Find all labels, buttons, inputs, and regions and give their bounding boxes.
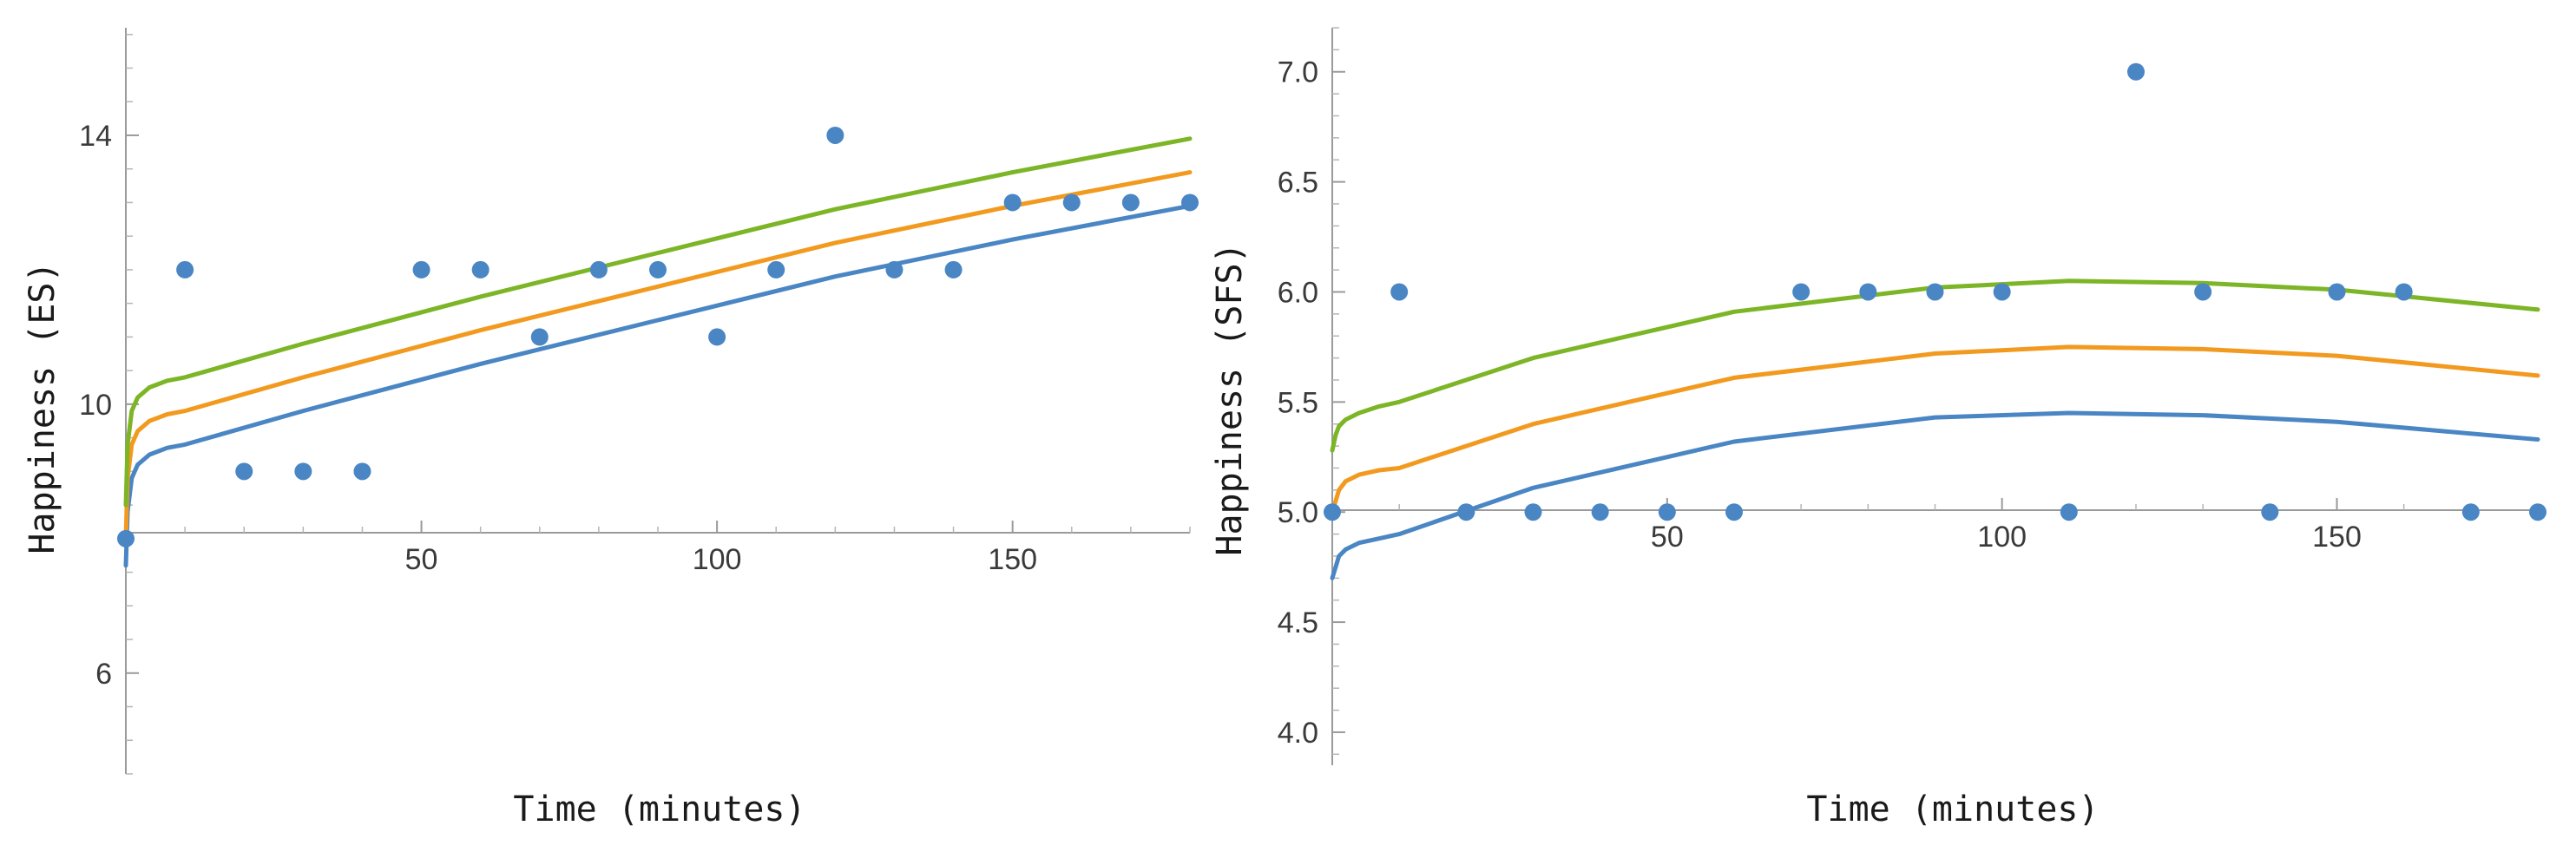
chart-2-x-tick-label: 150 [2312, 521, 2362, 554]
chart-1-fit-upper-line [123, 136, 1193, 508]
chart-2-y-tick-label: 7.0 [1278, 56, 1318, 89]
chart-2-data-point [1324, 503, 1341, 521]
chart-1-data-point [1181, 193, 1199, 212]
chart-1-y-tick-label: 6 [95, 658, 112, 691]
chart-2-y-tick-label: 5.0 [1278, 496, 1318, 529]
chart-1-data-point [117, 529, 135, 547]
chart-2-data-point [1859, 283, 1877, 301]
chart-1-data-point [1121, 193, 1140, 212]
chart-1-y-axis-title: Happiness (ES) [23, 261, 62, 554]
chart-1-data-point [1003, 193, 1022, 212]
chart-1-data-point [708, 328, 726, 346]
chart-2: 50 100 150 4.0 4.5 5.0 5.5 6.0 6.5 7.0 Time (minut… [1210, 27, 2546, 829]
chart-1-data-point [353, 462, 371, 481]
chart-2-data-point [2461, 503, 2480, 521]
chart-2-x-tick-label: 100 [1977, 521, 2027, 554]
chart-1-x-tick-label: 150 [988, 543, 1037, 576]
chart-2-data-point [1457, 503, 1475, 521]
chart-2-y-tick-label: 4.0 [1278, 717, 1318, 750]
chart-1-data-point [235, 462, 253, 481]
chart-2-y-tick-label: 6.5 [1278, 167, 1318, 200]
chart-1: 50 100 150 6 10 14 Time (minutes) Happiness (ES… [23, 28, 1199, 829]
chart-2-y-tick-label: 4.5 [1278, 606, 1318, 639]
chart-1-data-point [1062, 193, 1081, 212]
chart-2-fit-middle-line [1330, 344, 2540, 514]
chart-2-data-point [2328, 283, 2346, 301]
chart-1-x-axis-title: Time (minutes) [513, 790, 805, 829]
chart-1-fit-lower-line [123, 203, 1193, 568]
chart-1-data-point [530, 328, 549, 346]
chart-2-x-axis-title: Time (minutes) [1806, 790, 2099, 829]
chart-2-data-point [1792, 283, 1810, 301]
chart-2-data-point [1658, 503, 1676, 521]
chart-1-y-tick-label: 10 [79, 389, 112, 422]
chart-2-y-axis-title: Happiness (SFS) [1210, 242, 1250, 555]
chart-1-fit-middle-line [123, 170, 1193, 541]
chart-2-data-point [1993, 283, 2011, 301]
chart-2-data-point [1926, 283, 1944, 301]
chart-1-data-point [944, 260, 963, 279]
chart-1-data-point [471, 260, 490, 279]
chart-2-y-tick-label: 6.0 [1278, 276, 1318, 309]
chart-1-y-tick-label: 14 [79, 120, 112, 153]
chart-2-data-point [2529, 503, 2546, 521]
chart-2-data-point [2395, 283, 2413, 301]
chart-2-data-point [2127, 62, 2145, 81]
chart-2-y-tick-label: 5.5 [1278, 386, 1318, 419]
chart-1-data-point [649, 260, 667, 279]
chart-2-data-point [1591, 503, 1609, 521]
chart-1-data-point [589, 260, 608, 279]
chart-1-x-tick-label: 50 [405, 543, 438, 576]
chart-1-data-point [294, 462, 312, 481]
chart-2-x-tick-label: 50 [1651, 521, 1684, 554]
chart-2-data-point [1390, 283, 1409, 301]
chart-2-data-point [2261, 503, 2279, 521]
chart-2-data-point [1725, 503, 1743, 521]
chart-1-data-point [885, 260, 904, 279]
chart-2-data-point [2194, 283, 2212, 301]
chart-1-x-tick-label: 100 [693, 543, 742, 576]
chart-1-data-point [826, 126, 844, 144]
chart-1-data-point [176, 260, 194, 279]
chart-1-data-point [412, 260, 430, 279]
chart-2-fit-upper-line [1330, 279, 2540, 453]
chart-2-data-point [2060, 503, 2078, 521]
chart-2-data-point [1524, 503, 1542, 521]
chart-1-data-point [767, 260, 785, 279]
